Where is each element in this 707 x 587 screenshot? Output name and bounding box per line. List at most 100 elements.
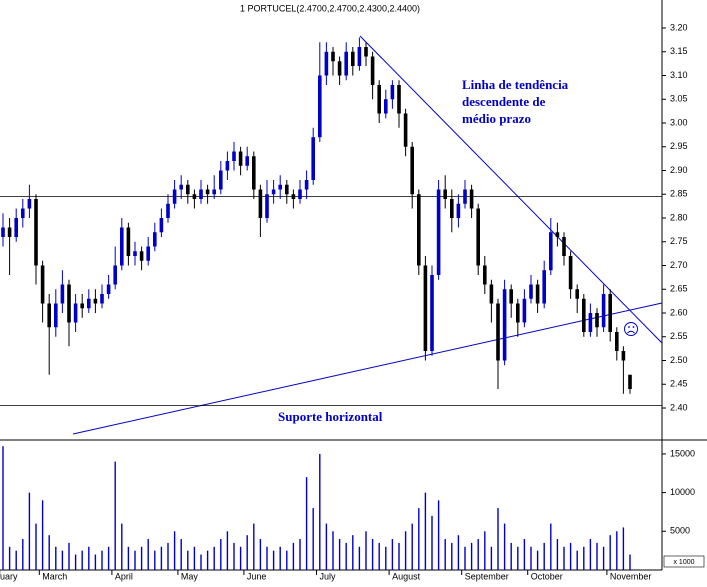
candle-body xyxy=(67,284,71,323)
volume-unit: x 1000 xyxy=(673,559,694,566)
candle-body xyxy=(278,184,282,190)
y-tick-label: 2.80 xyxy=(670,212,688,222)
candle-body xyxy=(304,180,309,190)
candle-body xyxy=(542,270,546,304)
candle-body xyxy=(225,161,230,171)
annotation: médio prazo xyxy=(462,111,531,126)
candle-body xyxy=(370,56,375,85)
candle-body xyxy=(80,303,84,309)
candle-body xyxy=(265,194,269,218)
candle-body xyxy=(601,294,606,328)
x-tick-label: October xyxy=(531,571,563,581)
candle-body xyxy=(476,208,480,266)
candle-body xyxy=(21,208,25,218)
candle-body xyxy=(588,313,593,332)
candle-body xyxy=(621,351,626,361)
y-tick-label: 2.90 xyxy=(670,165,688,175)
candle-body xyxy=(139,251,144,261)
candle-body xyxy=(535,284,540,304)
candle-body xyxy=(337,61,342,76)
candle-body xyxy=(100,294,104,304)
candle-body xyxy=(40,265,45,304)
y-tick-label: 2.50 xyxy=(670,355,688,365)
candle-body xyxy=(344,51,348,76)
candle-body xyxy=(390,85,395,100)
candle-body xyxy=(555,232,560,237)
y-tick-label: 2.45 xyxy=(670,379,688,389)
x-tick-label: June xyxy=(247,571,267,581)
candle-body xyxy=(357,47,362,66)
candle-body xyxy=(516,303,520,323)
candle-body xyxy=(291,194,296,199)
x-tick-label: uary xyxy=(0,571,18,581)
candle-body xyxy=(60,284,65,304)
y-tick-label: 2.95 xyxy=(670,141,688,151)
annotation: Suporte horizontal xyxy=(278,409,383,424)
candle-body xyxy=(496,303,500,361)
y-tick-label: 2.55 xyxy=(670,331,688,341)
candle-body xyxy=(522,298,527,323)
candle-body xyxy=(430,275,434,351)
candle-body xyxy=(219,170,223,190)
candle-body xyxy=(377,85,381,114)
candle-body xyxy=(258,189,263,218)
candle-body xyxy=(575,289,579,299)
y-tick-label: 2.85 xyxy=(670,189,688,199)
candle-body xyxy=(133,251,137,256)
support-trend-line xyxy=(72,302,663,435)
y-tick-label: 2.70 xyxy=(670,260,688,270)
candle-body xyxy=(166,203,170,218)
y-tick-label: 2.40 xyxy=(670,402,688,412)
candle-body xyxy=(549,232,553,271)
candle-body xyxy=(87,298,91,309)
candle-body xyxy=(324,51,329,76)
x-tick-label: April xyxy=(115,571,133,581)
unit-box xyxy=(663,555,705,568)
y-tick-label: 2.75 xyxy=(670,236,688,246)
candle-body xyxy=(192,194,197,199)
candle-body xyxy=(417,194,421,266)
candle-body xyxy=(562,237,566,256)
candle-body xyxy=(311,137,315,180)
candle-body xyxy=(113,265,117,285)
candle-body xyxy=(489,284,494,304)
chart-title: 1 PORTUCEL(2.4700,2.4700,2.4300,2.4400) xyxy=(240,3,420,13)
candle-body xyxy=(502,289,507,361)
candle-body xyxy=(443,189,447,199)
candle-body xyxy=(483,265,487,285)
candle-body xyxy=(436,189,441,275)
candle-body xyxy=(146,246,150,261)
candle-body xyxy=(73,303,78,323)
candle-body xyxy=(27,199,32,209)
candle-body xyxy=(120,227,124,266)
candle-body xyxy=(318,75,322,138)
candle-body xyxy=(159,218,164,233)
x-tick-label: November xyxy=(610,571,652,581)
candle-body xyxy=(271,189,276,195)
candle-body xyxy=(93,298,98,304)
candle-body xyxy=(7,227,12,237)
y-tick-label: 3.05 xyxy=(670,94,688,104)
candle-body xyxy=(608,294,612,332)
annotation: Linha de tendência xyxy=(462,77,569,92)
candle-body xyxy=(615,332,619,351)
candle-body xyxy=(403,113,408,147)
candle-body xyxy=(252,156,256,190)
candle-body xyxy=(568,256,573,290)
y-tick-label: 3.00 xyxy=(670,117,688,127)
candle-body xyxy=(450,199,454,218)
candle-body xyxy=(126,227,131,256)
candle-body xyxy=(423,265,428,351)
candle-body xyxy=(245,156,249,166)
candle-body xyxy=(199,189,203,199)
annotation: descendente de xyxy=(462,94,546,109)
candle-body xyxy=(1,227,5,237)
candle-body xyxy=(238,151,243,166)
descending-trend-line xyxy=(359,35,663,344)
y-tick-label: 2.60 xyxy=(670,307,688,317)
candle-body xyxy=(153,232,157,247)
candle-body xyxy=(469,189,474,209)
candle-body xyxy=(364,47,368,57)
